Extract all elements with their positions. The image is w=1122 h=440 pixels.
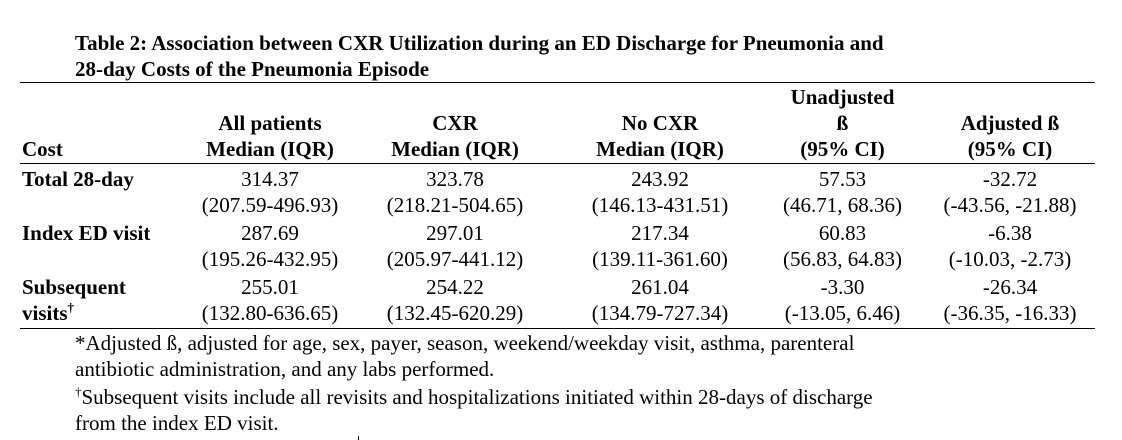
header-adjusted-line2: (95% CI) (967, 137, 1053, 161)
cell-index-adjusted-ci: (-10.03, -2.73) (948, 247, 1072, 271)
footnote-subsequent-line2: from the index ED visit. (75, 411, 279, 435)
row-label-subsequent: Subsequent (22, 275, 126, 299)
cell-subsequent-adjusted-ci: (-36.35, -16.33) (943, 301, 1077, 325)
cell-index-nocxr-iqr: (139.11-361.60) (592, 247, 728, 271)
row-label-visits-text: visits (22, 301, 68, 325)
cell-total-cxr-iqr: (218.21-504.65) (386, 193, 524, 217)
bottom-rule (20, 328, 1095, 329)
cell-index-cxr-median: 297.01 (426, 221, 484, 245)
cell-total-nocxr-iqr: (146.13-431.51) (591, 193, 729, 217)
table-title-line1: Table 2: Association between CXR Utiliza… (75, 31, 884, 55)
cell-subsequent-adjusted-beta: -26.34 (982, 275, 1038, 299)
cell-total-all-median: 314.37 (241, 167, 299, 191)
cell-subsequent-nocxr-median: 261.04 (631, 275, 689, 299)
cell-index-all-median: 287.69 (241, 221, 299, 245)
cell-total-cxr-median: 323.78 (426, 167, 484, 191)
cell-total-adjusted-beta: -32.72 (982, 167, 1038, 191)
cell-subsequent-all-median: 255.01 (241, 275, 299, 299)
footnote-adjusted-line2: antibiotic administration, and any labs … (75, 357, 495, 381)
header-unadjusted-line3: (95% CI) (800, 137, 885, 161)
header-all-line2: Median (IQR) (206, 137, 334, 161)
cell-subsequent-cxr-median: 254.22 (426, 275, 484, 299)
table-title-line2: 28-day Costs of the Pneumonia Episode (75, 57, 430, 81)
cell-total-unadjusted-beta: 57.53 (818, 167, 867, 191)
row-label-total-28-day: Total 28-day (22, 167, 134, 191)
cell-index-unadjusted-ci: (56.83, 64.83) (783, 247, 902, 271)
cell-index-nocxr-median: 217.34 (631, 221, 689, 245)
footnote-adjusted-line1: *Adjusted ß, adjusted for age, sex, paye… (75, 331, 855, 355)
footnote-dagger-mark: † (75, 384, 82, 399)
header-unadjusted-line2: ß (836, 111, 849, 135)
footnote-subsequent: †Subsequent visits include all revisits … (75, 384, 1075, 436)
page-edge-mark (358, 436, 359, 440)
cell-subsequent-cxr-iqr: (132.45-620.29) (386, 301, 524, 325)
cell-total-all-iqr: (207.59-496.93) (201, 193, 339, 217)
cell-total-adjusted-ci: (-43.56, -21.88) (943, 193, 1077, 217)
cell-subsequent-unadjusted-ci: (-13.05, 6.46) (784, 301, 901, 325)
table-title: Table 2: Association between CXR Utiliza… (75, 30, 1075, 82)
footnote-adjusted: *Adjusted ß, adjusted for age, sex, paye… (75, 330, 1075, 382)
cell-subsequent-all-iqr: (132.80-636.65) (201, 301, 339, 325)
cell-subsequent-unadjusted-beta: -3.30 (820, 275, 865, 299)
header-unadjusted-line1: Unadjusted (790, 85, 895, 109)
header-nocxr-line2: Median (IQR) (596, 137, 724, 161)
cell-index-unadjusted-beta: 60.83 (818, 221, 867, 245)
cell-total-nocxr-median: 243.92 (631, 167, 689, 191)
header-all-line1: All patients (218, 111, 322, 135)
header-nocxr-line1: No CXR (621, 111, 699, 135)
footnote-subsequent-line1: †Subsequent visits include all revisits … (75, 384, 1075, 410)
dagger-mark: † (67, 300, 75, 315)
cell-index-adjusted-beta: -6.38 (988, 221, 1032, 245)
top-rule (20, 82, 1095, 83)
row-label-visits: visits† (22, 300, 74, 326)
cell-subsequent-nocxr-iqr: (134.79-727.34) (591, 301, 729, 325)
header-adjusted-line1: Adjusted ß (960, 111, 1060, 135)
header-cost: Cost (22, 137, 63, 161)
cell-index-cxr-iqr: (205.97-441.12) (386, 247, 524, 271)
cell-total-unadjusted-ci: (46.71, 68.36) (783, 193, 902, 217)
header-cxr-line1: CXR (432, 111, 478, 135)
footnote-subsequent-line1-text: Subsequent visits include all revisits a… (81, 385, 873, 409)
header-cxr-line2: Median (IQR) (391, 137, 519, 161)
cell-index-all-iqr: (195.26-432.95) (201, 247, 339, 271)
row-label-index-ed-visit: Index ED visit (22, 221, 151, 245)
header-rule (20, 163, 1095, 164)
